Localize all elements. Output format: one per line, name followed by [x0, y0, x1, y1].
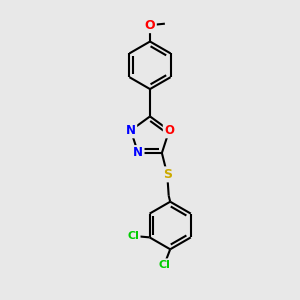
Text: S: S: [163, 168, 172, 181]
Text: O: O: [145, 19, 155, 32]
Text: Cl: Cl: [158, 260, 170, 270]
Text: O: O: [164, 124, 174, 137]
Text: Cl: Cl: [127, 231, 139, 241]
Text: N: N: [126, 124, 136, 137]
Text: N: N: [133, 146, 143, 160]
